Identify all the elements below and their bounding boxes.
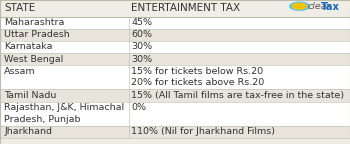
Bar — [0, 0, 350, 17]
Text: Jharkhand: Jharkhand — [4, 127, 52, 136]
Bar — [0, 126, 350, 138]
Circle shape — [293, 3, 307, 9]
Text: clear: clear — [307, 2, 331, 12]
Bar — [0, 17, 350, 29]
Text: ENTERTAINMENT TAX: ENTERTAINMENT TAX — [131, 3, 240, 13]
Bar — [0, 41, 350, 53]
Text: Assam: Assam — [4, 67, 36, 76]
Text: Tamil Nadu: Tamil Nadu — [4, 91, 57, 100]
Text: 15% for tickets below Rs.20
20% for tickets above Rs.20: 15% for tickets below Rs.20 20% for tick… — [131, 67, 265, 87]
Text: Tax: Tax — [321, 2, 340, 12]
Bar — [0, 29, 350, 41]
Text: STATE: STATE — [4, 3, 35, 13]
Text: 0%: 0% — [131, 103, 146, 112]
Text: Karnataka: Karnataka — [4, 42, 53, 51]
Bar — [0, 53, 350, 65]
Bar — [0, 65, 350, 89]
Text: 30%: 30% — [131, 55, 152, 64]
Text: 60%: 60% — [131, 30, 152, 39]
Bar — [0, 102, 350, 126]
Text: Uttar Pradesh: Uttar Pradesh — [4, 30, 70, 39]
Text: Rajasthan, J&K, Himachal
Pradesh, Punjab: Rajasthan, J&K, Himachal Pradesh, Punjab — [4, 103, 124, 124]
Bar — [0, 89, 350, 102]
Text: 15% (All Tamil films are tax-free in the state): 15% (All Tamil films are tax-free in the… — [131, 91, 344, 100]
Text: 45%: 45% — [131, 18, 152, 27]
Circle shape — [290, 2, 309, 10]
Text: West Bengal: West Bengal — [4, 55, 63, 64]
Text: Maharashtra: Maharashtra — [4, 18, 64, 27]
Text: 30%: 30% — [131, 42, 152, 51]
Text: 110% (Nil for Jharkhand Films): 110% (Nil for Jharkhand Films) — [131, 127, 275, 136]
